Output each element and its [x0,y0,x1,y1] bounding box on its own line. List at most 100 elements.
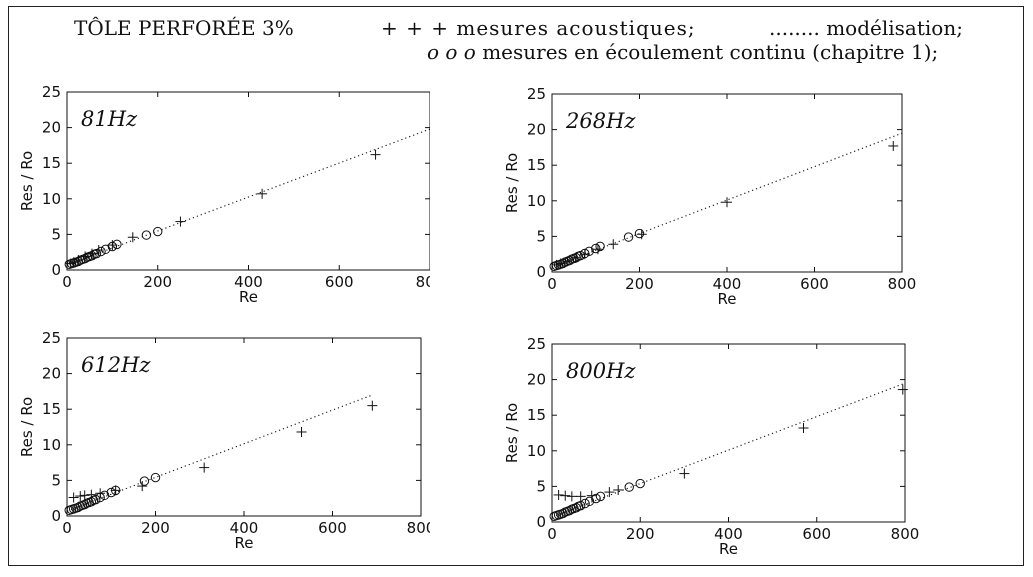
y-tick-label: 10 [42,190,61,208]
y-tick-label: 25 [527,86,546,103]
y-tick-label: 0 [51,261,61,279]
legend-model: ........ modélisation; [769,16,963,40]
circle-point [95,492,105,503]
plus-point [257,188,268,199]
legend-model-label: modélisation; [826,16,963,40]
y-tick-label: 15 [42,154,61,172]
y-tick-label: 25 [527,336,546,353]
chart-panel-800hz: 0 200 400 600 800 0 5 10 15 20 25 Re Res / Ro 800Hz [503,336,920,558]
circle-point [86,497,97,507]
circle-point [595,241,605,252]
legend-flow-label: mesures en écoulement continu (chapitre … [482,40,939,64]
y-tick-label: 15 [527,156,546,174]
y-tick-label: 5 [51,225,61,243]
figure-title: TÔLE PERFORÉE 3% [74,16,294,40]
plus-point [566,491,577,502]
circle-point [580,248,590,259]
x-axis-label: Re [235,534,254,552]
plus-point [575,491,586,502]
plus-point [175,216,186,227]
y-tick-label: 5 [536,227,546,245]
y-tick-label: 10 [527,192,546,210]
circle-point [73,502,83,513]
plus-point [75,491,86,502]
legend-circle-markers: o o o [427,40,476,64]
model-line [66,128,430,266]
legend-plus-markers: + + + [381,16,449,40]
y-tick-label: 10 [527,442,546,460]
x-tick-label: 200 [625,275,654,293]
chart-panel-268hz: 0 200 400 600 800 0 5 10 15 20 25 Re Res / Ro 268Hz [503,86,917,308]
circle-point [150,472,161,483]
y-tick-label: 5 [51,471,61,489]
x-tick-label: 200 [626,525,655,543]
y-axis-label: Res / Ro [18,397,36,457]
y-axis-label: Res / Ro [18,151,36,211]
plus-point [68,492,79,503]
x-tick-label: 200 [141,519,170,537]
y-tick-label: 25 [42,330,61,347]
circle-point [96,246,106,257]
legend-acoustic: + + + mesures acoustiques; [381,16,696,40]
y-tick-label: 15 [527,406,546,424]
plus-point [613,484,624,495]
circle-point [564,505,575,516]
circle-point [564,255,575,266]
y-axis-label: Res / Ro [503,153,521,213]
x-tick-label: 400 [230,519,259,537]
circle-point [110,485,121,496]
circle-point [575,250,586,261]
plus-point [199,462,210,473]
figure-frame: TÔLE PERFORÉE 3% + + + mesures acoustiqu… [8,6,1024,566]
circle-point [80,499,90,510]
plus-point [798,423,809,434]
x-tick-label: 400 [234,273,263,291]
x-tick-label: 600 [325,273,354,291]
y-tick-label: 20 [527,121,546,139]
y-tick-label: 20 [527,371,546,389]
x-tick-label: 800 [891,525,920,543]
x-axis-label: Re [719,540,738,558]
plus-point [679,468,690,479]
x-tick-label: 0 [62,273,72,291]
circle-point [571,503,581,513]
legend-acoustic-label: mesures acoustiques; [456,16,696,40]
model-line [66,394,373,512]
circle-point [91,494,101,505]
circle-point [91,248,102,259]
plus-point [722,197,732,208]
y-tick-label: 10 [42,436,61,454]
plus-point [888,140,899,151]
circle-point [558,508,568,519]
x-tick-label: 800 [888,275,917,293]
plus-point [604,487,615,498]
circle-point [575,500,586,511]
circle-point [634,228,645,239]
plus-point [560,490,571,501]
circle-point [100,244,111,255]
y-tick-label: 20 [42,119,61,137]
x-tick-label: 600 [802,525,831,543]
plus-point [127,232,138,243]
legend-model-dots: ........ [769,16,820,40]
y-tick-label: 20 [42,365,61,383]
x-tick-label: 0 [547,275,557,293]
plus-point [608,239,619,250]
circle-point [139,476,150,486]
x-tick-label: 400 [713,275,742,293]
x-tick-label: 400 [714,525,743,543]
panel-frequency-label: 81Hz [81,107,138,131]
panel-frequency-label: 612Hz [81,353,151,377]
y-tick-label: 15 [42,400,61,418]
circle-point [584,246,594,257]
y-tick-label: 0 [536,513,546,531]
panel-frequency-label: 800Hz [566,359,636,383]
plus-point [370,149,381,160]
circle-point [73,256,84,267]
circle-point [584,496,595,507]
circle-point [624,482,634,492]
plus-point [296,426,307,437]
circle-point [80,253,90,264]
x-axis-label: Re [239,288,258,306]
x-tick-label: 600 [318,519,347,537]
